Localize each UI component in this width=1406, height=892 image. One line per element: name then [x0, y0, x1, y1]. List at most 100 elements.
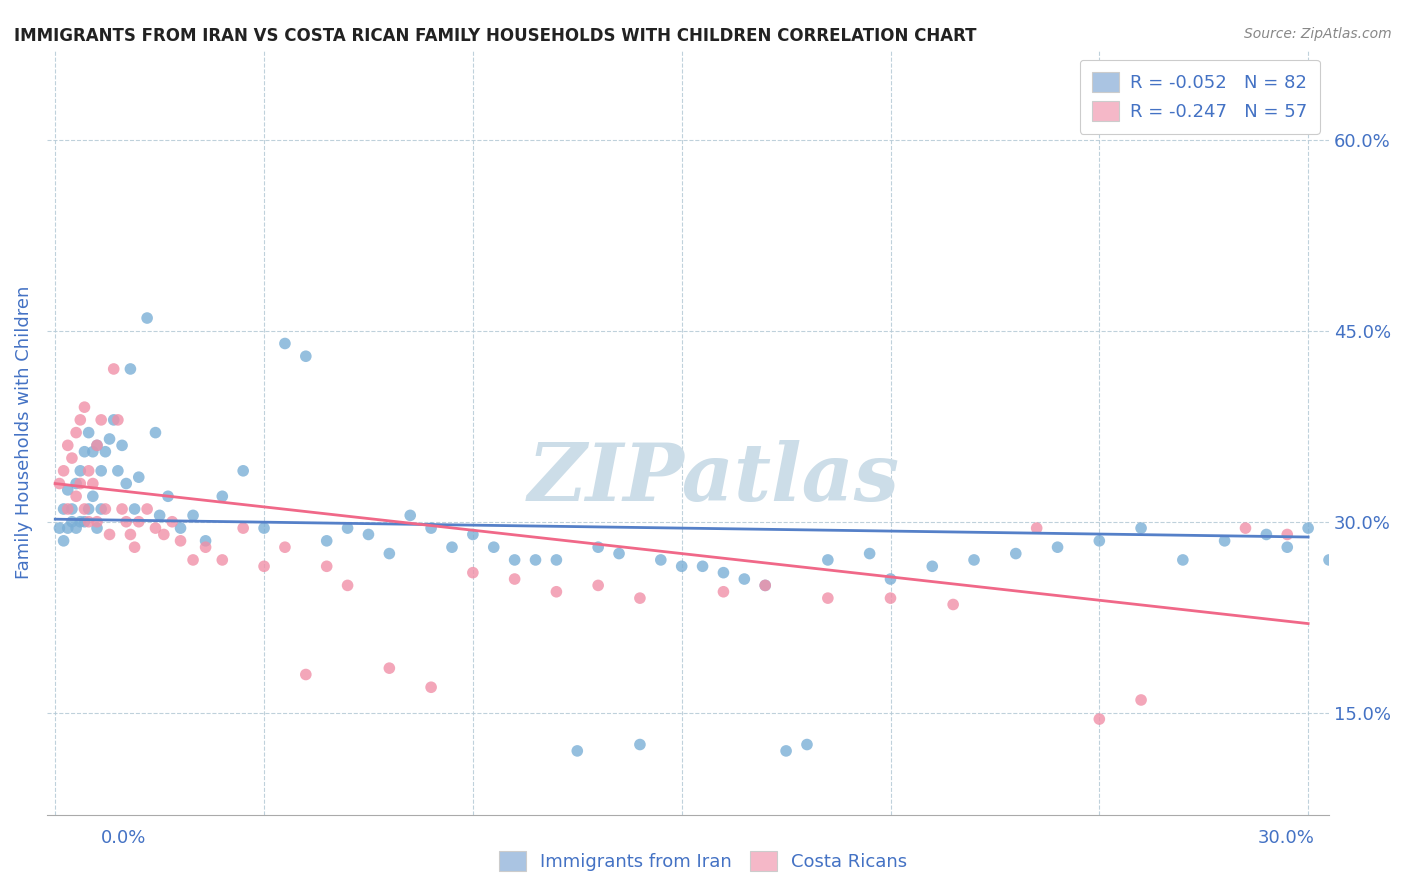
Point: [713, 566, 735, 580]
Point: [1234, 521, 1257, 535]
Point: [124, 540, 146, 554]
Point: [607, 547, 630, 561]
Point: [82, 444, 104, 458]
Point: [1339, 559, 1361, 574]
Point: [817, 553, 839, 567]
Point: [1130, 521, 1153, 535]
Point: [232, 521, 254, 535]
Point: [1004, 547, 1026, 561]
Point: [295, 349, 318, 363]
Point: [65, 489, 87, 503]
Point: [274, 540, 297, 554]
Point: [315, 533, 337, 548]
Point: [115, 476, 138, 491]
Point: [169, 521, 191, 535]
Point: [921, 559, 943, 574]
Y-axis label: Family Households with Children: Family Households with Children: [15, 286, 32, 579]
Point: [60, 502, 83, 516]
Point: [692, 559, 714, 574]
Point: [1171, 553, 1194, 567]
Point: [315, 559, 337, 574]
Point: [77, 425, 100, 440]
Point: [103, 413, 125, 427]
Point: [586, 578, 609, 592]
Point: [115, 515, 138, 529]
Point: [420, 521, 443, 535]
Point: [90, 502, 112, 516]
Point: [586, 540, 609, 554]
Point: [879, 572, 901, 586]
Point: [650, 553, 672, 567]
Point: [77, 502, 100, 516]
Point: [86, 438, 108, 452]
Point: [671, 559, 693, 574]
Point: [1130, 693, 1153, 707]
Point: [754, 578, 776, 592]
Point: [73, 400, 96, 414]
Point: [253, 559, 276, 574]
Point: [120, 362, 142, 376]
Point: [1088, 712, 1111, 726]
Point: [524, 553, 547, 567]
Point: [94, 444, 117, 458]
Point: [1296, 521, 1319, 535]
Point: [56, 483, 79, 497]
Point: [420, 680, 443, 694]
Point: [149, 508, 172, 523]
Point: [103, 362, 125, 376]
Point: [73, 444, 96, 458]
Point: [942, 598, 965, 612]
Point: [107, 413, 129, 427]
Point: [399, 508, 422, 523]
Point: [713, 584, 735, 599]
Point: [1256, 527, 1278, 541]
Point: [90, 464, 112, 478]
Point: [796, 738, 818, 752]
Point: [98, 432, 121, 446]
Point: [60, 451, 83, 466]
Point: [107, 464, 129, 478]
Point: [775, 744, 797, 758]
Point: [52, 502, 75, 516]
Point: [357, 527, 380, 541]
Point: [73, 502, 96, 516]
Point: [77, 515, 100, 529]
Point: [48, 476, 70, 491]
Point: [461, 527, 484, 541]
Point: [963, 553, 986, 567]
Point: [378, 661, 401, 675]
Point: [52, 533, 75, 548]
Point: [73, 515, 96, 529]
Point: [1317, 553, 1340, 567]
Point: [232, 464, 254, 478]
Point: [77, 464, 100, 478]
Point: [754, 578, 776, 592]
Point: [86, 521, 108, 535]
Point: [136, 502, 159, 516]
Point: [65, 521, 87, 535]
Point: [86, 438, 108, 452]
Point: [65, 425, 87, 440]
Point: [98, 527, 121, 541]
Point: [94, 502, 117, 516]
Point: [378, 547, 401, 561]
Point: [82, 489, 104, 503]
Point: [56, 521, 79, 535]
Point: [503, 572, 526, 586]
Point: [503, 553, 526, 567]
Legend: R = -0.052   N = 82, R = -0.247   N = 57: R = -0.052 N = 82, R = -0.247 N = 57: [1080, 60, 1320, 134]
Point: [111, 438, 134, 452]
Point: [145, 521, 167, 535]
Point: [211, 553, 233, 567]
Point: [160, 515, 183, 529]
Point: [156, 489, 179, 503]
Point: [120, 527, 142, 541]
Point: [153, 527, 176, 541]
Point: [194, 533, 217, 548]
Point: [1025, 521, 1047, 535]
Point: [1277, 540, 1299, 554]
Text: 0.0%: 0.0%: [101, 829, 146, 847]
Point: [169, 533, 191, 548]
Point: [52, 464, 75, 478]
Point: [274, 336, 297, 351]
